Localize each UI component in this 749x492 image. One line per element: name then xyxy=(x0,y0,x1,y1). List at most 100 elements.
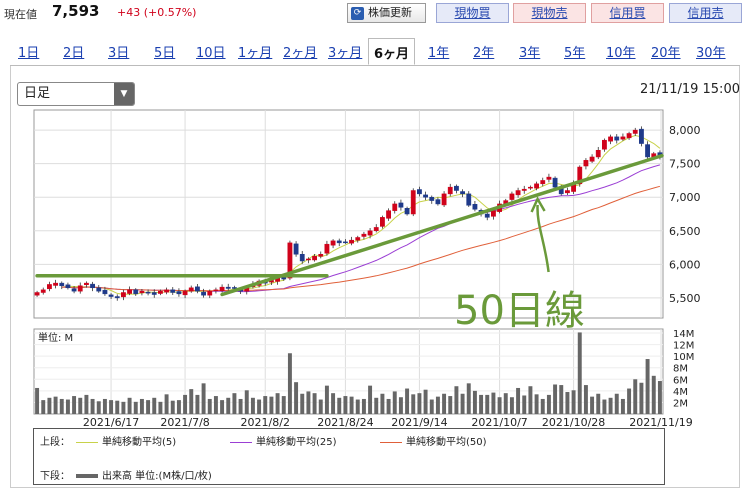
volume-bar xyxy=(238,398,243,414)
y-tick-label: 5,500 xyxy=(669,292,701,305)
volume-bar xyxy=(294,382,299,414)
x-tick-label: 2021/10/7 xyxy=(471,416,527,429)
candle-body xyxy=(225,286,231,289)
volume-bar xyxy=(250,397,255,414)
margin-sell-button[interactable]: 信用売 xyxy=(669,3,742,23)
tab-30y[interactable]: 30年 xyxy=(696,46,726,61)
tab-5y[interactable]: 5年 xyxy=(564,46,586,61)
volume-bar xyxy=(429,399,434,414)
candle-body xyxy=(626,133,632,139)
volume-bar xyxy=(300,393,305,414)
candle-body xyxy=(71,288,77,292)
volume-bar xyxy=(571,390,576,414)
legend-upper-label: 上段： xyxy=(40,437,70,448)
volume-bar xyxy=(318,399,323,414)
y-tick-label: 8,000 xyxy=(669,124,701,137)
volume-plot-frame xyxy=(33,328,664,415)
candle-body xyxy=(460,191,465,195)
tab-3m[interactable]: 3ヶ月 xyxy=(328,46,363,61)
tab-10d[interactable]: 10日 xyxy=(196,46,226,61)
candle-body xyxy=(404,208,410,215)
annotation-arrow xyxy=(536,204,550,273)
legend-ma25-label: 単純移動平均(25) xyxy=(256,437,337,448)
tab-1m[interactable]: 1ヶ月 xyxy=(238,46,273,61)
volume-bar xyxy=(65,399,70,414)
tab-5d[interactable]: 5日 xyxy=(154,46,176,61)
candle-body xyxy=(330,240,336,246)
candle-body xyxy=(521,188,527,191)
candle-body xyxy=(577,166,583,185)
legend-ma25: 単純移動平均(25) xyxy=(230,433,337,448)
legend-volume: 出来高 単位:(M株/口/枚) xyxy=(76,467,212,482)
refresh-price-button[interactable]: ⟳ 株価更新 xyxy=(347,3,426,23)
tab-2d[interactable]: 2日 xyxy=(63,46,85,61)
candle-body xyxy=(90,283,95,289)
volume-unit-label: 単位: M xyxy=(38,331,73,344)
candle-body xyxy=(59,282,65,287)
volume-tick-label: 4M xyxy=(673,387,688,398)
price-change: +43 (+0.57%) xyxy=(117,6,197,19)
tab-10y[interactable]: 10年 xyxy=(606,46,636,61)
candle-body xyxy=(324,243,330,254)
volume-bar xyxy=(287,353,292,414)
candle-body xyxy=(170,289,176,293)
volume-bar xyxy=(78,397,83,414)
candle-body xyxy=(201,291,206,296)
tab-2y[interactable]: 2年 xyxy=(473,46,495,61)
volume-bar xyxy=(380,393,385,414)
tab-6m[interactable]: 6ヶ月 xyxy=(368,38,416,65)
volume-bar xyxy=(115,400,120,414)
candle-body xyxy=(312,256,317,261)
volume-tick-label: 2M xyxy=(673,398,688,409)
chart-legend: 上段： 単純移動平均(5) 単純移動平均(25) 単純移動平均(50) 下段： … xyxy=(33,428,665,485)
x-tick-label: 2021/10/28 xyxy=(542,416,605,429)
candle-body xyxy=(620,136,626,140)
chart-datetime: 21/11/19 15:00 xyxy=(640,82,740,97)
volume-bar xyxy=(349,396,354,414)
candle-body xyxy=(417,189,422,195)
candle-body xyxy=(595,150,601,158)
tab-1d[interactable]: 1日 xyxy=(18,46,40,61)
volume-bar xyxy=(411,394,416,414)
candle-body xyxy=(53,282,58,286)
volume-bar xyxy=(516,387,521,414)
tab-3d[interactable]: 3日 xyxy=(108,46,130,61)
candle-body xyxy=(40,289,46,293)
volume-bar xyxy=(423,389,428,414)
legend-ma50-label: 単純移動平均(50) xyxy=(406,437,487,448)
volume-bar xyxy=(565,392,570,414)
cash-buy-button[interactable]: 現物買 xyxy=(436,3,509,23)
volume-bar xyxy=(559,385,564,414)
candle-body xyxy=(108,294,114,297)
candle-body xyxy=(293,243,299,255)
legend-ma50: 単純移動平均(50) xyxy=(380,433,487,448)
tab-3y[interactable]: 3年 xyxy=(519,46,541,61)
volume-bar xyxy=(602,399,607,414)
tab-2m[interactable]: 2ヶ月 xyxy=(283,46,318,61)
candle-body xyxy=(176,291,182,295)
margin-buy-button[interactable]: 信用買 xyxy=(591,3,664,23)
volume-bar xyxy=(386,398,391,414)
tab-1y[interactable]: 1年 xyxy=(428,46,450,61)
candle-period-select[interactable]: 日足 ▼ xyxy=(17,82,135,106)
x-tick-label: 2021/8/24 xyxy=(317,416,373,429)
volume-tick-label: 12M xyxy=(673,341,694,352)
volume-bar xyxy=(109,400,114,414)
candle-body xyxy=(509,193,515,200)
cash-sell-button[interactable]: 現物売 xyxy=(513,3,586,23)
volume-bar xyxy=(127,397,132,414)
candle-body xyxy=(583,160,589,167)
candle-body xyxy=(589,156,595,162)
candle-body xyxy=(546,176,552,180)
volume-bar xyxy=(614,393,619,414)
candle-body xyxy=(441,193,447,206)
volume-bar xyxy=(583,385,588,414)
tab-20y[interactable]: 20年 xyxy=(651,46,681,61)
volume-bar xyxy=(405,388,410,414)
volume-bar xyxy=(121,401,126,414)
volume-bar xyxy=(152,397,157,414)
candle-body xyxy=(195,286,200,292)
trend-line xyxy=(220,153,664,297)
price-plot-frame xyxy=(33,109,664,319)
